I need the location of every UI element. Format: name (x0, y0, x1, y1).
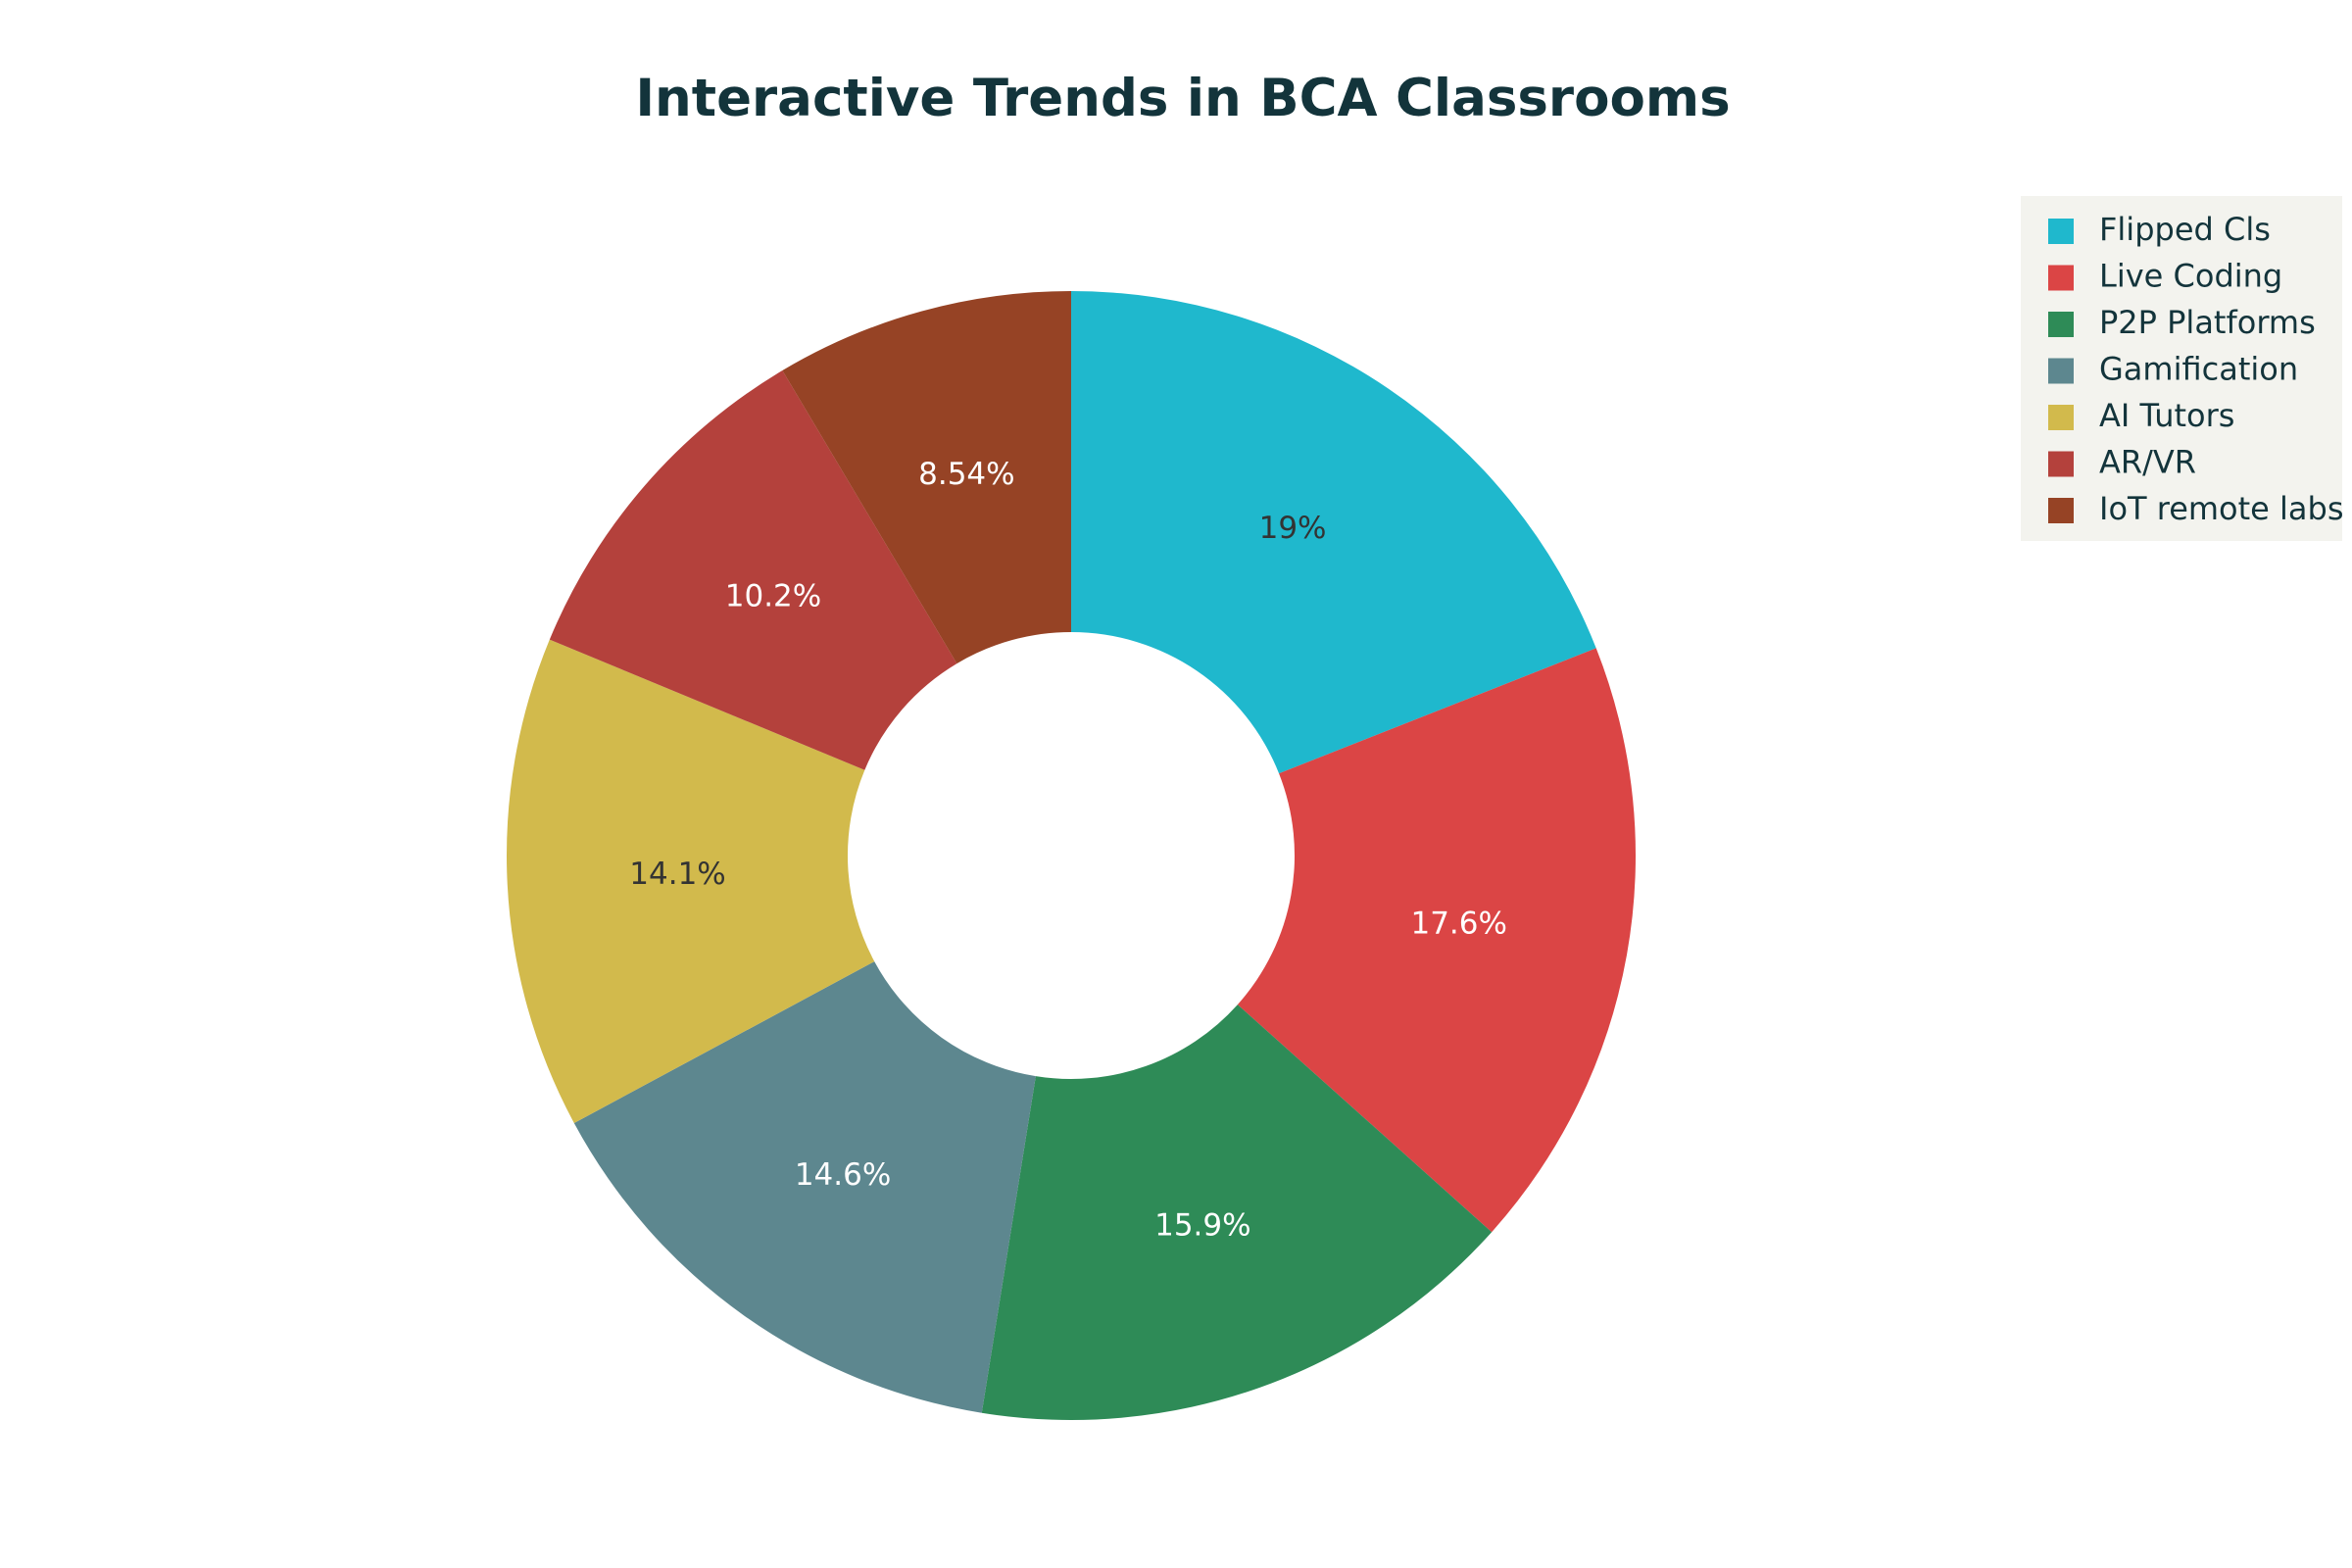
legend-background (2021, 196, 2342, 541)
slice-flipped-cls (1071, 291, 1596, 774)
slice-ar-vr (549, 370, 957, 770)
pie-slices (506, 291, 1636, 1420)
legend-label-p2p-platforms: P2P Platforms (2099, 304, 2316, 341)
slice-labels: 19% 17.6% 15.9% 14.6% 14.1% 10.2% 8.54% (629, 457, 1507, 1243)
legend-swatch-ar-vr (2048, 451, 2074, 477)
slice-label-live-coding: 17.6% (1410, 906, 1506, 941)
slice-iot-remote-labs (782, 291, 1071, 664)
legend-label-ar-vr: AR/VR (2099, 444, 2196, 481)
legend-swatch-ai-tutors (2048, 405, 2074, 430)
legend-swatch-gamification (2048, 358, 2074, 384)
slice-label-iot-remote-labs: 8.54% (918, 457, 1014, 492)
legend-swatch-flipped-cls (2048, 219, 2074, 244)
slice-ai-tutors (506, 639, 875, 1124)
legend-label-live-coding: Live Coding (2099, 258, 2282, 295)
slice-label-ai-tutors: 14.1% (629, 857, 725, 892)
slice-label-ar-vr: 10.2% (725, 578, 821, 613)
slice-p2p-platforms (981, 1004, 1493, 1420)
slice-label-gamification: 14.6% (795, 1157, 891, 1193)
legend-swatch-iot-remote-labs (2048, 498, 2074, 523)
slice-gamification (573, 961, 1036, 1413)
slice-label-flipped-cls: 19% (1259, 511, 1327, 546)
legend-swatch-p2p-platforms (2048, 312, 2074, 337)
legend-label-ai-tutors: AI Tutors (2099, 397, 2234, 434)
legend-swatch-live-coding (2048, 265, 2074, 291)
slice-label-p2p-platforms: 15.9% (1154, 1207, 1250, 1243)
legend-label-iot-remote-labs: IoT remote labs (2099, 490, 2344, 527)
chart-title: Interactive Trends in BCA Classrooms (635, 69, 1730, 128)
slice-live-coding (1237, 648, 1636, 1233)
legend: Flipped Cls Live Coding P2P Platforms Gamif… (2021, 196, 2344, 541)
legend-label-flipped-cls: Flipped Cls (2099, 211, 2271, 248)
legend-label-gamification: Gamification (2099, 351, 2298, 388)
